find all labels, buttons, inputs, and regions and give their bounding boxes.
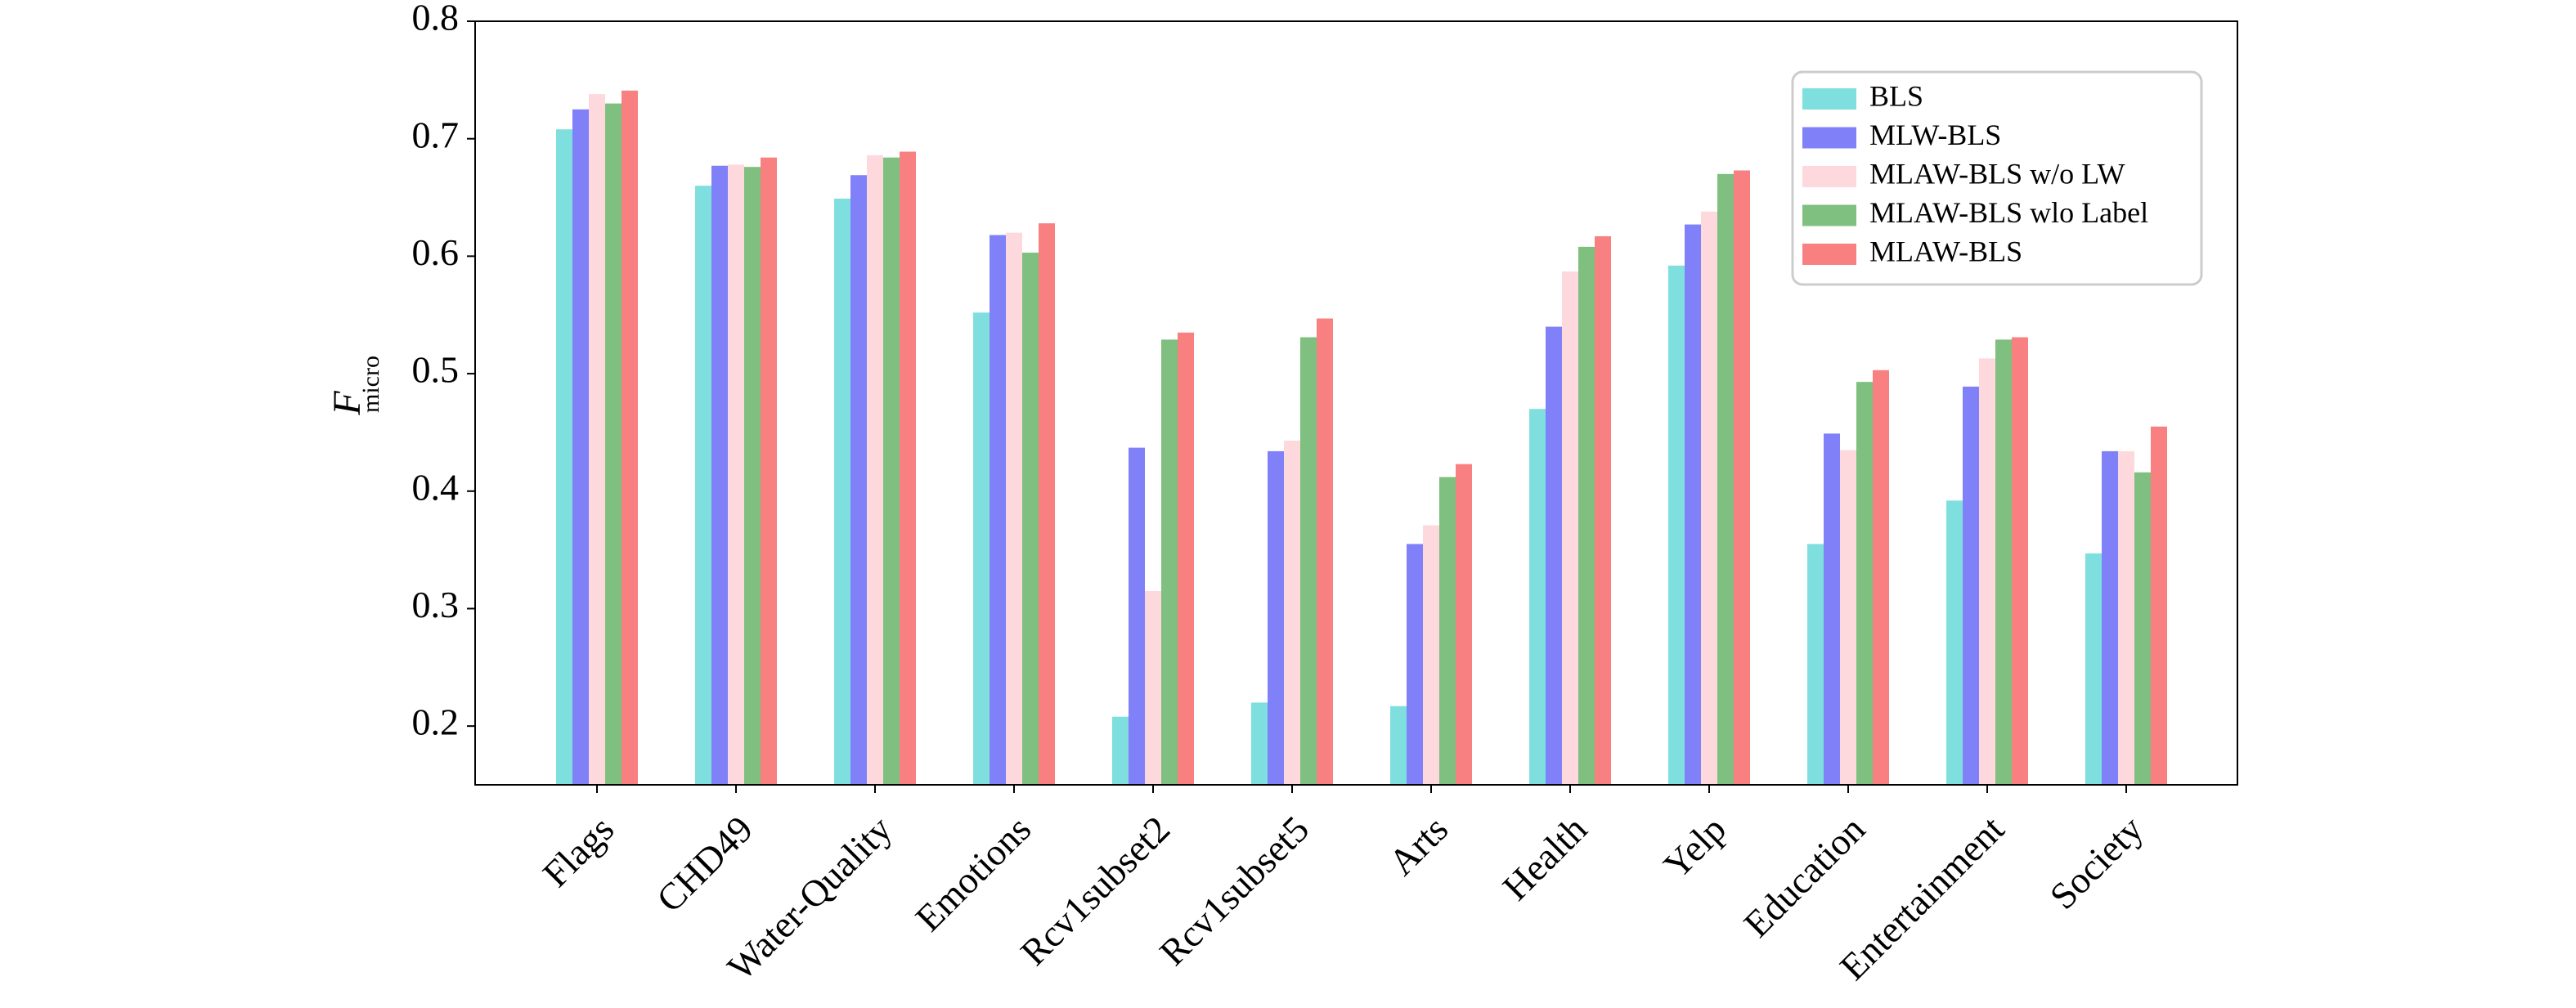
bar xyxy=(744,167,761,785)
bar xyxy=(2102,450,2118,785)
x-tick-label: Flags xyxy=(535,808,622,895)
legend-label: MLAW-BLS wlo Label xyxy=(1869,196,2148,229)
bar xyxy=(711,165,728,786)
bar xyxy=(556,129,572,786)
y-tick-label: 0.5 xyxy=(412,349,460,391)
x-tick-label: Rcv1subset2 xyxy=(1012,808,1178,973)
x-tick-label: Society xyxy=(2042,808,2152,917)
bar xyxy=(1995,339,2012,786)
bar xyxy=(1039,223,1055,785)
y-axis-label: F xyxy=(325,391,369,416)
x-tick-label: Arts xyxy=(1380,808,1456,883)
bar xyxy=(1022,253,1039,785)
bar xyxy=(2085,553,2102,785)
bar xyxy=(1423,525,1439,785)
bar xyxy=(1439,477,1456,785)
legend-box xyxy=(1791,70,2203,286)
bar xyxy=(572,109,589,785)
bar xyxy=(761,157,777,785)
bar xyxy=(1284,440,1300,785)
bar xyxy=(1807,544,1824,785)
bar xyxy=(1161,339,1178,786)
bar xyxy=(867,155,883,786)
y-tick-label: 0.6 xyxy=(412,231,460,273)
bar xyxy=(605,103,622,786)
legend-swatch xyxy=(1802,204,1856,226)
bar xyxy=(1946,500,1963,785)
bar xyxy=(2151,426,2167,785)
legend-label: MLAW-BLS xyxy=(1869,235,2022,267)
bar xyxy=(1112,716,1129,785)
legend-label: BLS xyxy=(1869,79,1923,112)
bar xyxy=(1562,271,1578,786)
bar xyxy=(1300,337,1317,785)
bar xyxy=(1529,409,1546,785)
bar xyxy=(900,151,916,785)
bar xyxy=(834,198,850,785)
bar xyxy=(1873,370,1889,785)
bar xyxy=(1546,326,1562,786)
bar xyxy=(1979,358,1995,785)
bar xyxy=(1963,386,1979,785)
bar xyxy=(1578,246,1595,785)
y-tick-label: 0.3 xyxy=(412,584,460,625)
bar xyxy=(2134,472,2151,785)
bar xyxy=(1701,211,1717,786)
legend-swatch xyxy=(1802,88,1856,110)
bar xyxy=(1595,235,1611,785)
bar xyxy=(1390,706,1407,785)
bar xyxy=(1456,464,1472,785)
bar xyxy=(1407,544,1423,785)
legend-label: MLAW-BLS w/o LW xyxy=(1869,157,2125,190)
bar xyxy=(973,312,990,785)
x-tick-label: Yelp xyxy=(1655,808,1734,886)
bar xyxy=(1856,382,1873,785)
y-tick-label: 0.4 xyxy=(412,466,460,508)
x-tick-label: Rcv1subset5 xyxy=(1151,808,1317,973)
bar xyxy=(1178,332,1194,785)
bar xyxy=(1824,433,1840,785)
bar xyxy=(1006,232,1022,786)
bar xyxy=(2118,450,2134,785)
legend-swatch xyxy=(1802,166,1856,187)
bar xyxy=(1668,265,1685,785)
x-tick-label: Health xyxy=(1494,808,1595,908)
bar xyxy=(1268,450,1284,785)
bar xyxy=(990,235,1006,785)
y-tick-label: 0.8 xyxy=(412,0,460,38)
y-axis-label-subscript: micro xyxy=(357,356,384,413)
plot-frame xyxy=(474,20,2238,786)
y-tick-label: 0.2 xyxy=(412,701,460,743)
bar xyxy=(850,175,867,785)
bar xyxy=(1251,702,1268,785)
bar xyxy=(1840,450,1856,785)
bar xyxy=(883,157,900,785)
bar xyxy=(622,90,638,786)
bar xyxy=(728,164,744,785)
bar xyxy=(1734,170,1750,785)
bar xyxy=(2012,337,2028,785)
x-tick-label: CHD49 xyxy=(648,808,761,920)
bar xyxy=(695,186,711,785)
x-tick-label: Education xyxy=(1735,808,1873,945)
bar xyxy=(589,94,605,785)
bar xyxy=(1145,590,1161,785)
bar xyxy=(1129,447,1145,785)
bar xyxy=(1717,173,1734,786)
legend-swatch xyxy=(1802,244,1856,265)
legend-label: MLW-BLS xyxy=(1869,119,2001,151)
legend-swatch xyxy=(1802,127,1856,149)
y-tick-label: 0.7 xyxy=(412,114,460,155)
bar xyxy=(1317,318,1333,786)
x-tick-label: Emotions xyxy=(908,808,1039,939)
bar xyxy=(1685,224,1701,785)
